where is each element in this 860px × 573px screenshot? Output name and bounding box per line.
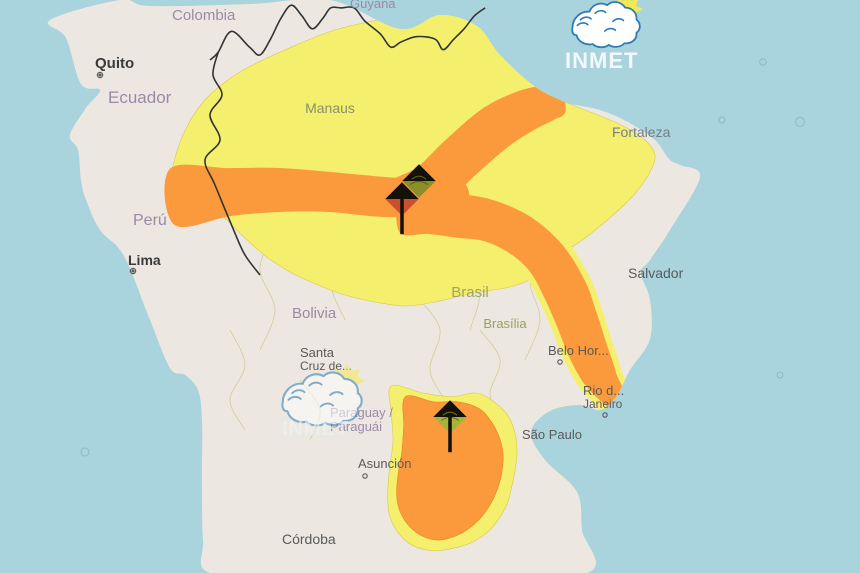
svg-text:Perú: Perú bbox=[133, 212, 167, 229]
svg-text:Asunción: Asunción bbox=[358, 456, 411, 471]
svg-text:Janeiro: Janeiro bbox=[583, 397, 623, 411]
svg-text:Lima: Lima bbox=[128, 252, 161, 268]
svg-text:Ecuador: Ecuador bbox=[108, 88, 172, 107]
svg-text:São Paulo: São Paulo bbox=[522, 427, 582, 442]
svg-text:Quito: Quito bbox=[95, 55, 134, 72]
svg-text:Colombia: Colombia bbox=[172, 7, 236, 24]
svg-text:Manaus: Manaus bbox=[305, 100, 355, 116]
svg-text:Brasília: Brasília bbox=[483, 316, 527, 331]
svg-text:Guyana: Guyana bbox=[350, 0, 396, 11]
svg-text:Brasil: Brasil bbox=[451, 284, 489, 301]
svg-text:Rio d...: Rio d... bbox=[583, 383, 624, 398]
svg-text:Santa: Santa bbox=[300, 345, 335, 360]
svg-text:Belo Hor...: Belo Hor... bbox=[548, 343, 609, 358]
svg-text:INMET: INMET bbox=[565, 48, 638, 73]
svg-text:Córdoba: Córdoba bbox=[282, 531, 336, 547]
svg-text:Fortaleza: Fortaleza bbox=[612, 124, 671, 140]
svg-text:Salvador: Salvador bbox=[628, 265, 684, 281]
svg-text:INMET: INMET bbox=[282, 418, 349, 440]
svg-text:Bolivia: Bolivia bbox=[292, 305, 337, 322]
